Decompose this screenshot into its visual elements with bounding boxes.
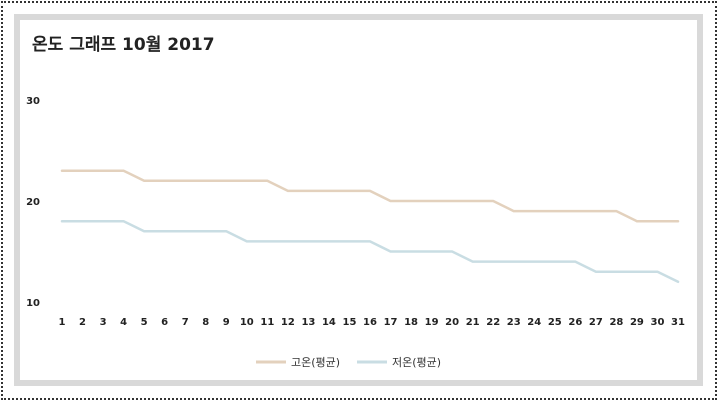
y-tick-label: 30: [26, 96, 40, 107]
x-tick-label: 4: [120, 317, 127, 328]
x-tick-label: 9: [223, 317, 230, 328]
x-tick-label: 13: [301, 317, 315, 328]
legend-label-1: 고온(평균): [291, 356, 340, 369]
x-tick-label: 24: [527, 317, 541, 328]
x-tick-label: 14: [322, 317, 336, 328]
x-tick-label: 30: [651, 317, 665, 328]
x-tick-label: 3: [100, 317, 107, 328]
x-tick-label: 23: [507, 317, 521, 328]
series-line-2: [60, 219, 680, 284]
x-tick-label: 25: [548, 317, 562, 328]
legend-label-2: 저온(평균): [392, 356, 441, 369]
x-tick-label: 12: [281, 317, 295, 328]
x-tick-label: 11: [260, 317, 274, 328]
series-line-1: [60, 169, 680, 223]
x-tick-label: 1: [59, 317, 66, 328]
x-tick-label: 22: [486, 317, 500, 328]
x-tick-label: 18: [404, 317, 418, 328]
x-tick-label: 8: [202, 317, 209, 328]
x-tick-label: 29: [630, 317, 644, 328]
x-tick-label: 6: [161, 317, 168, 328]
x-tick-label: 27: [589, 317, 603, 328]
x-tick-label: 28: [609, 317, 623, 328]
x-tick-label: 16: [363, 317, 377, 328]
x-tick-label: 26: [568, 317, 582, 328]
x-tick-label: 20: [445, 317, 459, 328]
x-tick-label: 7: [182, 317, 189, 328]
x-tick-label: 31: [671, 317, 685, 328]
y-tick-label: 10: [26, 298, 40, 309]
x-tick-label: 15: [343, 317, 357, 328]
x-tick-label: 17: [384, 317, 398, 328]
x-tick-label: 10: [240, 317, 254, 328]
x-tick-label: 21: [466, 317, 480, 328]
chart-title: 온도 그래프 10월 2017: [32, 35, 215, 55]
x-tick-label: 2: [79, 317, 86, 328]
x-tick-label: 5: [141, 317, 148, 328]
chart-panel: 온도 그래프 10월 2017 10 20 30 1 2 3 4 5 6 7 8 9 10 11 12 13 1…: [20, 20, 697, 380]
y-tick-label: 20: [26, 197, 40, 208]
x-tick-label: 19: [425, 317, 439, 328]
